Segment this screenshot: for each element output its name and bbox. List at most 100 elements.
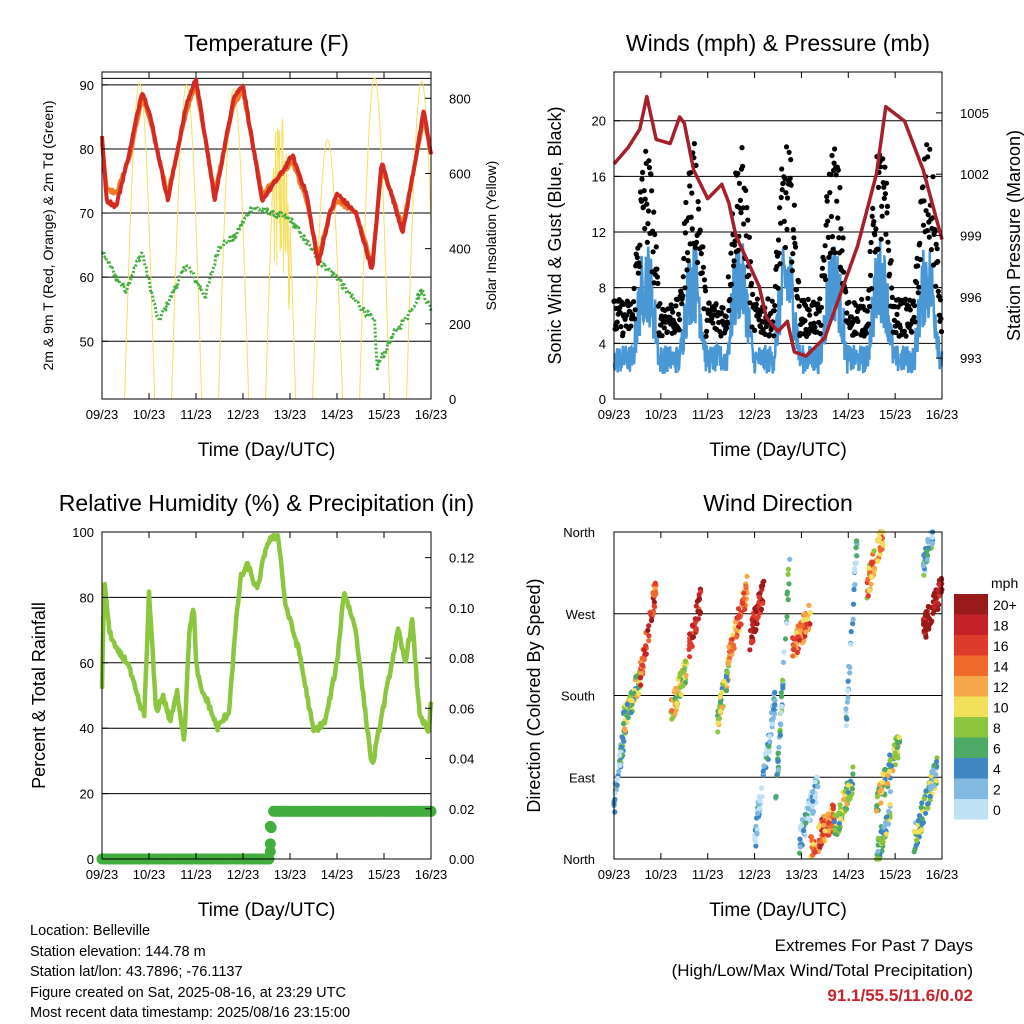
gust-point <box>938 316 944 322</box>
gust-point <box>839 248 845 254</box>
direction-point <box>884 814 890 820</box>
direction-point <box>797 628 803 634</box>
chart-title: Wind Direction <box>703 490 853 516</box>
gust-point <box>935 258 941 265</box>
legend-label: 8 <box>993 720 1001 736</box>
direction-point <box>925 536 931 543</box>
direction-point <box>866 565 872 571</box>
direction-point <box>877 551 883 557</box>
gust-point <box>920 184 926 190</box>
direction-point <box>929 770 935 776</box>
gust-point <box>863 330 869 336</box>
direction-point <box>752 606 758 612</box>
direction-point <box>850 764 856 770</box>
gust-point <box>684 267 690 273</box>
y2-tick-label: 0.08 <box>449 651 474 666</box>
direction-point <box>755 810 761 817</box>
y-tick-label: 90 <box>80 78 94 93</box>
gust-point <box>642 196 648 202</box>
y2-tick-label: 0.04 <box>449 752 474 767</box>
gust-point <box>769 298 775 304</box>
x-tick-label: 11/23 <box>692 407 724 422</box>
gust-point <box>648 171 654 178</box>
gust-point <box>745 217 751 223</box>
direction-point <box>767 739 773 745</box>
gust-point <box>810 299 817 305</box>
direction-point <box>756 594 762 600</box>
gust-point <box>653 244 659 250</box>
gust-point <box>926 234 932 240</box>
direction-point <box>795 623 801 629</box>
direction-point <box>766 743 772 749</box>
gust-point <box>765 296 771 302</box>
x-tick-label: 11/23 <box>692 867 724 882</box>
x-tick-label: 15/23 <box>879 867 912 882</box>
station-latlon: Station lat/lon: 43.7896; -76.1137 <box>30 964 243 980</box>
direction-point <box>758 606 765 612</box>
direction-point <box>775 767 782 773</box>
gust-point <box>614 326 620 332</box>
gust-point <box>903 333 909 339</box>
y-tick-label: 80 <box>80 142 94 157</box>
gust-point <box>894 311 900 317</box>
precip-points <box>96 805 437 865</box>
direction-point <box>619 734 625 740</box>
y-axis-label: 2m & 9m T (Red, Orange) & 2m Td (Green) <box>40 101 56 371</box>
direction-point <box>931 604 937 610</box>
gust-point <box>841 269 847 275</box>
gust-point <box>782 244 789 251</box>
gust-point <box>728 250 734 256</box>
direction-point <box>696 596 703 603</box>
y2-tick-label: 996 <box>960 290 982 305</box>
gust-point <box>829 234 836 240</box>
gust-point <box>673 303 679 309</box>
y-tick-label: 20 <box>80 787 94 802</box>
gust-point <box>828 213 835 220</box>
gust-point <box>917 256 923 263</box>
gust-point <box>910 298 917 304</box>
direction-point <box>913 842 919 849</box>
direction-point <box>854 553 860 559</box>
y-tick-label: East <box>569 770 595 785</box>
gust-point <box>775 285 781 291</box>
gust-point <box>651 209 657 215</box>
gust-point <box>859 296 865 302</box>
gust-point <box>893 329 899 336</box>
direction-point <box>687 631 693 637</box>
direction-point <box>769 721 775 727</box>
gust-point <box>624 312 630 318</box>
direction-point <box>687 639 693 645</box>
legend-swatch <box>954 758 988 779</box>
y-tick-label: 100 <box>72 525 94 540</box>
precip-point <box>264 820 276 832</box>
legend-label: 2 <box>993 782 1001 798</box>
gust-point <box>636 263 643 270</box>
gust-point <box>632 307 638 313</box>
x-tick-label: 15/23 <box>368 867 401 882</box>
direction-point <box>780 683 786 689</box>
gust-point <box>681 255 687 262</box>
direction-point <box>622 727 628 734</box>
gust-point <box>875 184 882 190</box>
station-location: Location: Belleville <box>30 923 151 939</box>
direction-point <box>692 616 699 622</box>
td-line <box>101 204 433 371</box>
gust-point <box>935 288 941 294</box>
y-axis-label: Sonic Wind & Gust (Blue, Black) <box>545 106 565 364</box>
gust-point <box>802 318 808 324</box>
direction-point <box>797 844 803 850</box>
gust-point <box>641 188 647 194</box>
gust-point <box>921 198 927 204</box>
legend-swatch <box>954 676 988 697</box>
gust-point <box>823 277 829 283</box>
gust-point <box>634 254 640 261</box>
y-axis-label: Direction (Colored By Speed) <box>524 578 544 812</box>
direction-point <box>780 659 787 666</box>
direction-point <box>812 779 818 785</box>
direction-point <box>621 709 627 715</box>
x-tick-label: 09/23 <box>86 867 119 882</box>
gust-point <box>645 208 652 214</box>
t2m-line <box>100 77 433 270</box>
y-tick-label: 0 <box>599 392 606 407</box>
gust-point <box>826 254 832 260</box>
